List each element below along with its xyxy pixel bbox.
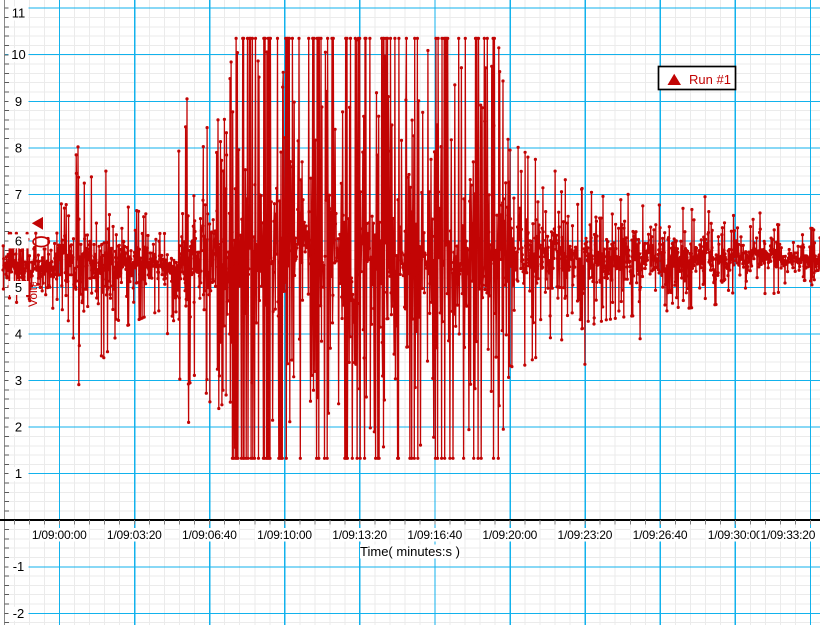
svg-text:3: 3 — [15, 373, 22, 388]
svg-text:1/09:06:40: 1/09:06:40 — [182, 528, 237, 542]
svg-text:-2: -2 — [13, 606, 25, 621]
svg-text:6: 6 — [15, 233, 22, 248]
svg-text:10: 10 — [11, 47, 25, 62]
svg-text:1/09:30:00: 1/09:30:00 — [708, 528, 763, 542]
svg-text:Run #1: Run #1 — [689, 72, 731, 87]
svg-text:8: 8 — [15, 140, 22, 155]
svg-text:11: 11 — [12, 6, 26, 21]
svg-text:1/09:33:20: 1/09:33:20 — [761, 528, 816, 542]
svg-text:7: 7 — [15, 187, 22, 202]
svg-text:1/09:23:20: 1/09:23:20 — [558, 528, 613, 542]
svg-text:2: 2 — [15, 420, 22, 435]
svg-text:5: 5 — [15, 280, 22, 295]
svg-text:1/09:00:00: 1/09:00:00 — [32, 528, 87, 542]
svg-text:1/09:26:40: 1/09:26:40 — [633, 528, 688, 542]
svg-text:1/09:03:20: 1/09:03:20 — [107, 528, 162, 542]
svg-text:9: 9 — [15, 94, 22, 109]
svg-text:1: 1 — [15, 466, 22, 481]
svg-text:1/09:13:20: 1/09:13:20 — [332, 528, 387, 542]
svg-text:1/09:20:00: 1/09:20:00 — [482, 528, 537, 542]
svg-text:1/09:16:40: 1/09:16:40 — [407, 528, 462, 542]
svg-text:4: 4 — [15, 327, 22, 342]
svg-text:1/09:10:00: 1/09:10:00 — [257, 528, 312, 542]
svg-text:Time( minutes:s ): Time( minutes:s ) — [360, 544, 460, 559]
svg-text:-1: -1 — [13, 559, 25, 574]
